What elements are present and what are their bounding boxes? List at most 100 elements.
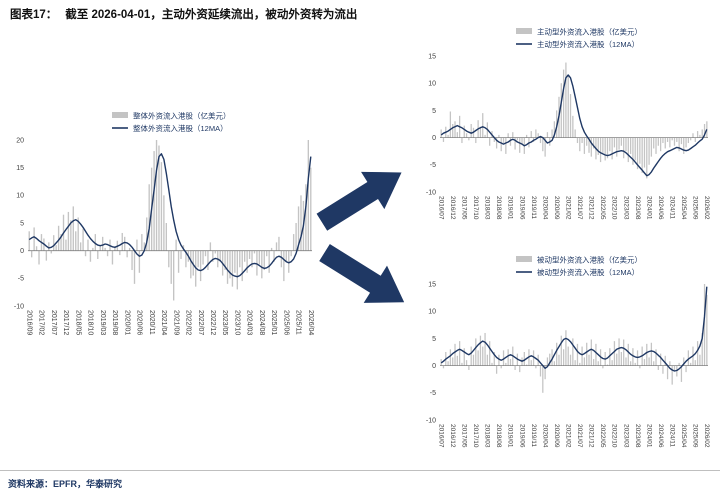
arrow-shape	[319, 243, 405, 303]
svg-text:主动型外资流入港股（12MA）: 主动型外资流入港股（12MA）	[537, 39, 639, 49]
svg-text:2025/09: 2025/09	[692, 424, 699, 448]
svg-text:-10: -10	[426, 417, 436, 424]
svg-text:被动型外资流入港股（12MA）: 被动型外资流入港股（12MA）	[537, 267, 639, 277]
active-foreign-flow-chart: 15 10 5 0 -5 -10 2016/07 2016/12 2017/05 2017/10 2…	[416, 24, 716, 255]
svg-text:2022/10: 2022/10	[611, 196, 618, 220]
svg-text:2025/11: 2025/11	[295, 310, 302, 335]
svg-text:2019/11: 2019/11	[530, 424, 537, 447]
svg-text:整体外资流入港股（亿美元）: 整体外资流入港股（亿美元）	[133, 111, 231, 121]
arrow-shape	[316, 171, 402, 231]
svg-text:被动型外资流入港股（亿美元）: 被动型外资流入港股（亿美元）	[537, 255, 642, 265]
svg-text:20: 20	[16, 137, 24, 144]
svg-text:10: 10	[428, 81, 436, 88]
svg-text:2017/02: 2017/02	[38, 310, 45, 335]
svg-text:-5: -5	[430, 162, 436, 169]
svg-text:2018/10: 2018/10	[87, 310, 94, 335]
svg-text:2019/06: 2019/06	[518, 196, 525, 220]
svg-text:2016/07: 2016/07	[437, 424, 444, 448]
arrow-to-passive-chart-icon	[309, 231, 418, 327]
svg-text:2019/08: 2019/08	[111, 310, 118, 335]
svg-text:2016/12: 2016/12	[449, 196, 456, 220]
svg-text:2021/02: 2021/02	[565, 196, 572, 220]
svg-text:2021/09: 2021/09	[172, 310, 179, 335]
svg-text:-5: -5	[18, 276, 24, 283]
svg-text:整体外资流入港股（12MA）: 整体外资流入港股（12MA）	[133, 123, 228, 133]
svg-text:2018/03: 2018/03	[484, 196, 491, 220]
svg-text:2017/05: 2017/05	[461, 424, 468, 448]
svg-text:2019/11: 2019/11	[530, 196, 537, 219]
svg-text:2026/04: 2026/04	[307, 310, 314, 335]
svg-text:2017/12: 2017/12	[62, 310, 69, 335]
svg-text:2017/05: 2017/05	[461, 196, 468, 220]
svg-text:2023/03: 2023/03	[622, 196, 629, 220]
svg-text:2025/04: 2025/04	[680, 424, 687, 448]
svg-text:10: 10	[16, 193, 24, 200]
source-note: 资料来源：EPFR，华泰研究	[8, 479, 123, 489]
svg-text:2026/02: 2026/02	[703, 196, 710, 220]
svg-text:2025/06: 2025/06	[282, 310, 289, 335]
svg-text:2026/02: 2026/02	[703, 424, 710, 448]
svg-text:2019/03: 2019/03	[99, 310, 106, 335]
svg-text:2023/03: 2023/03	[622, 424, 629, 448]
svg-text:2023/08: 2023/08	[634, 424, 641, 448]
svg-text:2021/04: 2021/04	[160, 310, 167, 335]
overall-foreign-flow-chart: 20 15 10 5 0 -5 -10 2016/09 2017/02 2017/07 2017/1…	[4, 106, 318, 407]
svg-text:2023/08: 2023/08	[634, 196, 641, 220]
svg-text:2018/08: 2018/08	[495, 196, 502, 220]
svg-text:2021/02: 2021/02	[565, 424, 572, 448]
svg-text:2024/01: 2024/01	[645, 424, 652, 448]
svg-text:2024/06: 2024/06	[657, 196, 664, 220]
svg-text:2024/08: 2024/08	[258, 310, 265, 335]
svg-text:2024/11: 2024/11	[668, 424, 675, 447]
figure-header: 图表17： 截至 2026-04-01，主动外资延续流出，被动外资转为流出	[10, 6, 357, 22]
svg-text:2016/09: 2016/09	[25, 310, 32, 335]
svg-text:2021/07: 2021/07	[576, 424, 583, 448]
svg-text:2020/04: 2020/04	[541, 196, 548, 220]
svg-text:2020/11: 2020/11	[148, 310, 155, 335]
svg-text:2021/12: 2021/12	[588, 424, 595, 448]
passive-foreign-flow-chart: 15 10 5 0 -5 -10 2016/07 2016/12 2017/05 2017/10 2…	[416, 252, 716, 475]
svg-text:2022/10: 2022/10	[611, 424, 618, 448]
svg-text:5: 5	[432, 336, 436, 343]
svg-text:2018/08: 2018/08	[495, 424, 502, 448]
svg-text:2020/09: 2020/09	[553, 424, 560, 448]
svg-text:2022/12: 2022/12	[209, 310, 216, 335]
svg-text:-5: -5	[430, 390, 436, 397]
svg-text:5: 5	[20, 220, 24, 227]
svg-text:2020/04: 2020/04	[541, 424, 548, 448]
svg-text:0: 0	[432, 363, 436, 370]
svg-text:2020/09: 2020/09	[553, 196, 560, 220]
svg-text:2022/02: 2022/02	[185, 310, 192, 335]
svg-text:2016/07: 2016/07	[437, 196, 444, 220]
svg-text:2021/07: 2021/07	[576, 196, 583, 220]
svg-text:0: 0	[432, 135, 436, 142]
svg-text:2023/05: 2023/05	[221, 310, 228, 335]
svg-text:-10: -10	[426, 189, 436, 196]
svg-text:2021/12: 2021/12	[588, 196, 595, 220]
svg-text:2024/06: 2024/06	[657, 424, 664, 448]
svg-text:2024/11: 2024/11	[668, 196, 675, 219]
figure-title: 截至 2026-04-01，主动外资延续流出，被动外资转为流出	[65, 9, 358, 21]
svg-text:2016/12: 2016/12	[449, 424, 456, 448]
svg-text:2019/06: 2019/06	[518, 424, 525, 448]
svg-text:15: 15	[428, 281, 436, 288]
svg-text:2025/04: 2025/04	[680, 196, 687, 220]
svg-text:15: 15	[16, 165, 24, 172]
svg-text:2019/01: 2019/01	[507, 196, 514, 220]
svg-text:2024/01: 2024/01	[645, 196, 652, 220]
svg-text:2022/05: 2022/05	[599, 424, 606, 448]
svg-text:15: 15	[428, 53, 436, 60]
svg-text:2018/05: 2018/05	[74, 310, 81, 335]
svg-text:2017/07: 2017/07	[50, 310, 57, 335]
svg-text:2025/01: 2025/01	[270, 310, 277, 335]
svg-text:10: 10	[428, 309, 436, 316]
footer-divider	[0, 470, 720, 471]
svg-text:2017/10: 2017/10	[472, 196, 479, 220]
svg-text:2018/03: 2018/03	[484, 424, 491, 448]
svg-text:2020/06: 2020/06	[136, 310, 143, 335]
svg-text:0: 0	[20, 248, 24, 255]
svg-text:5: 5	[432, 108, 436, 115]
svg-text:-10: -10	[14, 303, 24, 310]
